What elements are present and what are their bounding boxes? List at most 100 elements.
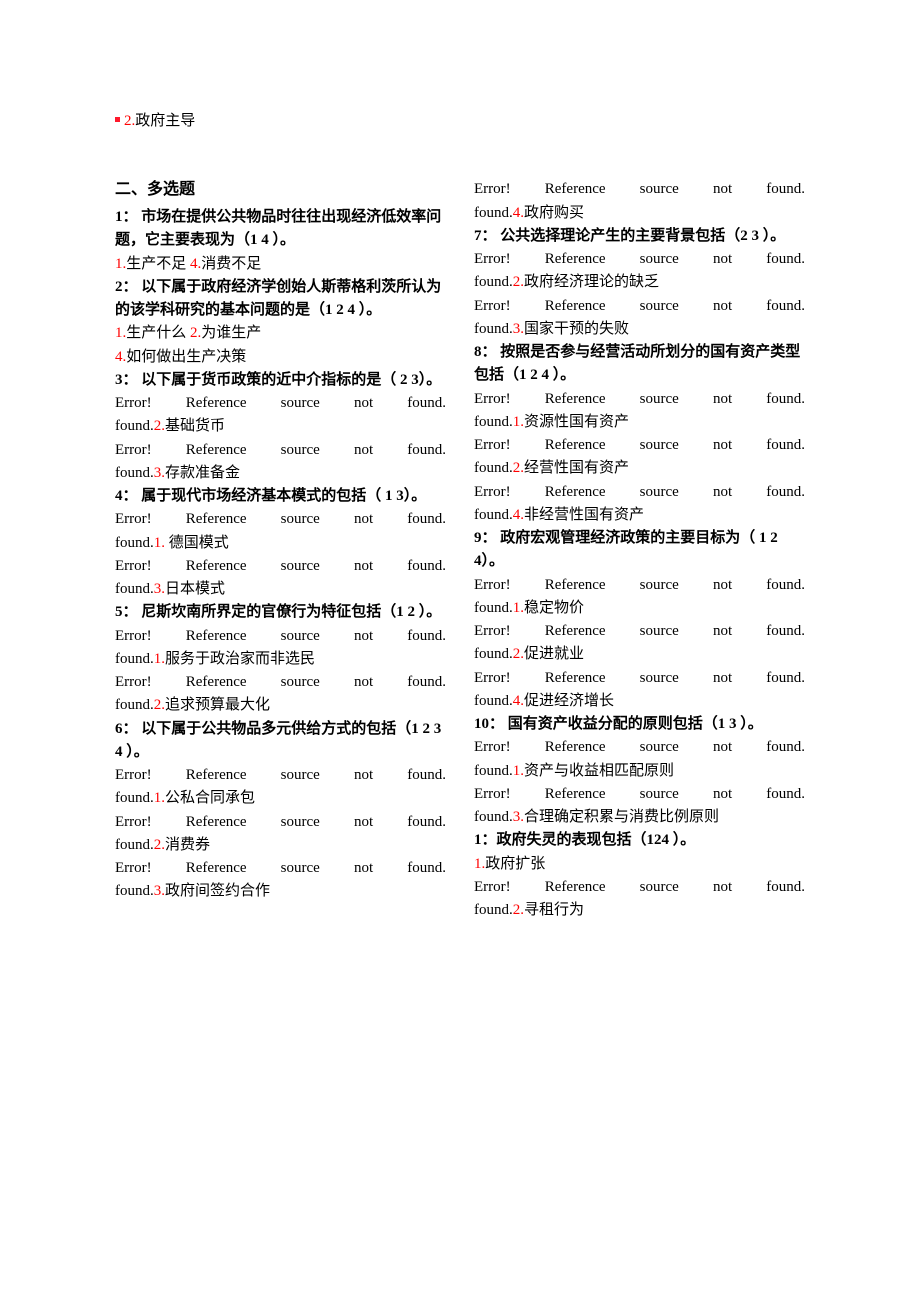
option-text: 公私合同承包	[165, 790, 255, 806]
error-found-text: found.	[115, 418, 154, 434]
answer-option-continuation: found.4.促进经济增长	[474, 690, 805, 713]
error-reference-text: Error! Reference source not found.	[474, 484, 805, 500]
question-text: ： 尼斯坎南所界定的官僚行为特征包括（1 2 ）。	[123, 604, 442, 620]
answer-option-continuation: found.2.政府经济理论的缺乏	[474, 271, 805, 294]
answer-option-with-error: Error! Reference source not found.	[474, 295, 805, 318]
answer-option-with-error: Error! Reference source not found.	[115, 811, 446, 834]
question-stem: 2： 以下属于政府经济学创始人斯蒂格利茨所认为的该学科研究的基本问题的是（1 2…	[115, 276, 446, 323]
question-text: ： 公共选择理论产生的主要背景包括（2 3 ）。	[482, 228, 786, 244]
bullet-marker: 2.	[124, 113, 135, 129]
question-stem: 9： 政府宏观管理经济政策的主要目标为（ 1 2 4）。	[474, 527, 805, 574]
question-text: ： 以下属于公共物品多元供给方式的包括（1 2 3 4 ）。	[115, 721, 441, 760]
question-stem: 3： 以下属于货币政策的近中介指标的是（ 2 3）。	[115, 369, 446, 392]
question-stem: 1：政府失灵的表现包括（124 ）。	[474, 829, 805, 852]
option-number: 2.	[513, 902, 524, 918]
option-number: 4.	[190, 256, 201, 272]
question-number: 7	[474, 228, 482, 244]
error-reference-text: Error! Reference source not found.	[474, 879, 805, 895]
option-number: 1.	[474, 856, 485, 872]
option-number: 3.	[513, 809, 524, 825]
option-text: 生产不足	[126, 256, 190, 272]
option-text: 如何做出生产决策	[126, 349, 246, 365]
option-text: 促进就业	[524, 646, 584, 662]
option-number: 3.	[154, 883, 165, 899]
error-reference-text: Error! Reference source not found.	[474, 181, 805, 197]
left-column: 二、多选题 1： 市场在提供公共物品时往往出现经济低效率问题，它主要表现为（1 …	[115, 178, 446, 922]
two-column-layout: 二、多选题 1： 市场在提供公共物品时往往出现经济低效率问题，它主要表现为（1 …	[115, 178, 805, 922]
option-number: 4.	[513, 693, 524, 709]
question-stem: 8： 按照是否参与经营活动所划分的国有资产类型包括（1 2 4 ）。	[474, 341, 805, 388]
answer-option-continuation: found.3.日本模式	[115, 578, 446, 601]
option-text: 德国模式	[165, 535, 229, 551]
question-stem: 1： 市场在提供公共物品时往往出现经济低效率问题，它主要表现为（1 4 ）。	[115, 206, 446, 253]
answer-option-continuation: found.3.政府间签约合作	[115, 880, 446, 903]
answer-option-with-error: Error! Reference source not found.	[474, 620, 805, 643]
option-number: 1.	[154, 535, 165, 551]
answer-option-with-error: Error! Reference source not found.	[474, 248, 805, 271]
option-number: 2.	[513, 460, 524, 476]
question-text: ： 以下属于政府经济学创始人斯蒂格利茨所认为的该学科研究的基本问题的是（1 2 …	[115, 279, 441, 318]
error-reference-text: Error! Reference source not found.	[474, 251, 805, 267]
error-reference-text: Error! Reference source not found.	[474, 623, 805, 639]
answer-option: 4.如何做出生产决策	[115, 346, 446, 369]
question-text: ： 以下属于货币政策的近中介指标的是（ 2 3）。	[123, 372, 442, 388]
answer-option-with-error: Error! Reference source not found.	[474, 388, 805, 411]
question-number: 4	[115, 488, 123, 504]
option-number: 2.	[154, 697, 165, 713]
option-text: 政府扩张	[485, 856, 545, 872]
error-reference-text: Error! Reference source not found.	[474, 577, 805, 593]
error-found-text: found.	[115, 883, 154, 899]
answer-option-with-error: Error! Reference source not found.	[474, 481, 805, 504]
answer-option: 1.政府扩张	[474, 853, 805, 876]
error-reference-text: Error! Reference source not found.	[474, 739, 805, 755]
answer-option-with-error: Error! Reference source not found.	[474, 736, 805, 759]
error-found-text: found.	[115, 697, 154, 713]
answer-option-with-error: Error! Reference source not found.	[115, 671, 446, 694]
top-bullet-item: 2.政府主导	[115, 110, 805, 133]
answer-option-continuation: found.1.资产与收益相匹配原则	[474, 760, 805, 783]
right-column: Error! Reference source not found.found.…	[474, 178, 805, 922]
answer-option-continuation: found.3.国家干预的失败	[474, 318, 805, 341]
option-text: 政府间签约合作	[165, 883, 270, 899]
option-text: 消费券	[165, 837, 210, 853]
error-reference-text: Error! Reference source not found.	[474, 391, 805, 407]
option-number: 2.	[190, 325, 201, 341]
question-stem: 5： 尼斯坎南所界定的官僚行为特征包括（1 2 ）。	[115, 601, 446, 624]
question-stem: 7： 公共选择理论产生的主要背景包括（2 3 ）。	[474, 225, 805, 248]
option-text: 政府购买	[524, 205, 584, 221]
error-found-text: found.	[115, 651, 154, 667]
option-number: 2.	[154, 418, 165, 434]
error-reference-text: Error! Reference source not found.	[474, 437, 805, 453]
answer-option-continuation: found.1. 德国模式	[115, 532, 446, 555]
error-found-text: found.	[474, 205, 513, 221]
option-text: 促进经济增长	[524, 693, 614, 709]
error-found-text: found.	[115, 535, 154, 551]
error-reference-text: Error! Reference source not found.	[115, 674, 446, 690]
option-number: 4.	[115, 349, 126, 365]
answer-option: 1.生产什么 2.为谁生产	[115, 322, 446, 345]
option-number: 3.	[513, 321, 524, 337]
option-text: 非经营性国有资产	[524, 507, 644, 523]
error-found-text: found.	[474, 274, 513, 290]
error-found-text: found.	[474, 460, 513, 476]
question-text: ： 市场在提供公共物品时往往出现经济低效率问题，它主要表现为（1 4 ）。	[115, 209, 441, 248]
answer-option-with-error: Error! Reference source not found.	[115, 508, 446, 531]
error-reference-text: Error! Reference source not found.	[115, 511, 446, 527]
error-found-text: found.	[115, 790, 154, 806]
question-text: ：政府失灵的表现包括（124 ）。	[482, 832, 696, 848]
option-number: 1.	[513, 414, 524, 430]
question-number: 9	[474, 530, 482, 546]
answer-option-continuation: found.3.存款准备金	[115, 462, 446, 485]
answer-option-with-error: Error! Reference source not found.	[115, 392, 446, 415]
section-heading: 二、多选题	[115, 178, 446, 203]
error-reference-text: Error! Reference source not found.	[115, 558, 446, 574]
error-reference-text: Error! Reference source not found.	[115, 860, 446, 876]
error-reference-text: Error! Reference source not found.	[115, 767, 446, 783]
error-found-text: found.	[474, 902, 513, 918]
question-number: 6	[115, 721, 123, 737]
option-text: 消费不足	[201, 256, 261, 272]
question-number: 2	[115, 279, 123, 295]
question-stem: 6： 以下属于公共物品多元供给方式的包括（1 2 3 4 ）。	[115, 718, 446, 765]
option-text: 合理确定积累与消费比例原则	[524, 809, 719, 825]
option-number: 1.	[154, 790, 165, 806]
